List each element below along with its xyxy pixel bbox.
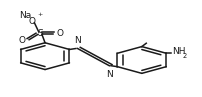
Text: O: O: [19, 36, 26, 45]
Text: O: O: [56, 29, 63, 38]
Text: Na: Na: [19, 11, 31, 20]
Text: +: +: [37, 12, 42, 17]
Text: O: O: [28, 17, 35, 26]
Text: 2: 2: [182, 53, 186, 59]
Text: N: N: [74, 36, 81, 45]
Text: NH: NH: [171, 47, 184, 56]
Text: N: N: [105, 70, 112, 79]
Text: S: S: [37, 29, 43, 38]
